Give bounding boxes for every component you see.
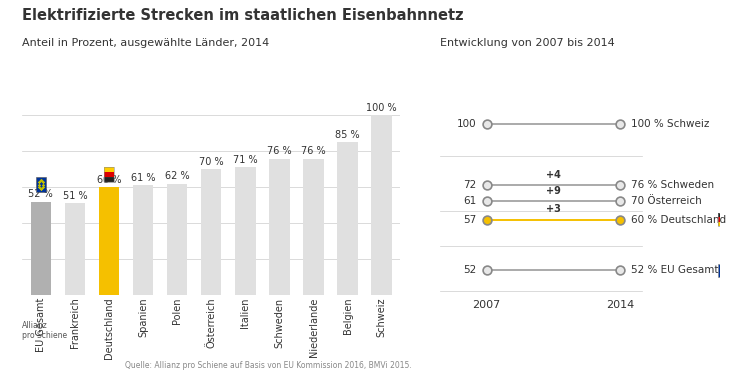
Bar	[31, 201, 51, 295]
Text: 57: 57	[463, 215, 476, 225]
FancyBboxPatch shape	[717, 217, 735, 222]
FancyBboxPatch shape	[104, 172, 114, 177]
Point	[481, 217, 492, 223]
Text: 52: 52	[463, 265, 476, 276]
Point	[614, 217, 626, 223]
Bar	[371, 115, 392, 295]
Bar	[65, 203, 85, 295]
Text: Quelle: Allianz pro Schiene auf Basis von EU Kommission 2016, BMVi 2015.: Quelle: Allianz pro Schiene auf Basis vo…	[125, 361, 412, 370]
Bar	[337, 143, 358, 295]
Bar	[98, 187, 119, 295]
FancyBboxPatch shape	[104, 177, 114, 182]
Text: 62 %: 62 %	[165, 172, 190, 181]
Bar	[304, 158, 323, 295]
Point	[614, 198, 626, 204]
Text: 60 %: 60 %	[97, 175, 121, 185]
Bar	[235, 167, 256, 295]
Text: 100 % Schweiz: 100 % Schweiz	[631, 119, 709, 129]
FancyBboxPatch shape	[717, 222, 735, 226]
Bar	[133, 186, 154, 295]
Text: 85 %: 85 %	[335, 130, 360, 140]
Point	[481, 121, 492, 127]
Text: Anteil in Prozent, ausgewählte Länder, 2014: Anteil in Prozent, ausgewählte Länder, 2…	[22, 38, 269, 48]
Text: 52 % EU Gesamt: 52 % EU Gesamt	[631, 265, 718, 276]
Text: 72: 72	[463, 180, 476, 190]
Point	[614, 121, 626, 127]
Text: 52 %: 52 %	[29, 189, 53, 200]
Text: +9: +9	[546, 186, 561, 196]
Text: +4: +4	[546, 170, 561, 180]
Text: 70 %: 70 %	[199, 157, 223, 167]
Text: Allianz
pro Schiene: Allianz pro Schiene	[22, 321, 67, 340]
Bar	[269, 158, 290, 295]
Text: 100 %: 100 %	[367, 103, 397, 113]
Text: 60 % Deutschland: 60 % Deutschland	[631, 215, 726, 225]
Text: 100: 100	[456, 119, 476, 129]
Text: Entwicklung von 2007 bis 2014: Entwicklung von 2007 bis 2014	[440, 38, 614, 48]
Text: 61: 61	[463, 196, 476, 206]
Bar	[201, 169, 221, 295]
Text: Elektrifizierte Strecken im staatlichen Eisenbahnnetz: Elektrifizierte Strecken im staatlichen …	[22, 8, 464, 23]
Text: 51 %: 51 %	[62, 191, 87, 201]
Point	[614, 267, 626, 273]
Text: 71 %: 71 %	[233, 155, 258, 165]
FancyBboxPatch shape	[717, 264, 735, 277]
FancyBboxPatch shape	[104, 167, 114, 172]
Point	[481, 267, 492, 273]
Bar	[167, 184, 187, 295]
FancyBboxPatch shape	[36, 177, 46, 192]
FancyBboxPatch shape	[717, 214, 735, 217]
Point	[481, 198, 492, 204]
Text: 76 %: 76 %	[301, 146, 326, 156]
Text: 76 % Schweden: 76 % Schweden	[631, 180, 714, 190]
Point	[481, 182, 492, 188]
Text: 70 Österreich: 70 Österreich	[631, 196, 702, 206]
Text: 61 %: 61 %	[131, 173, 155, 183]
Point	[614, 182, 626, 188]
Text: 76 %: 76 %	[267, 146, 292, 156]
Text: +3: +3	[546, 204, 561, 214]
